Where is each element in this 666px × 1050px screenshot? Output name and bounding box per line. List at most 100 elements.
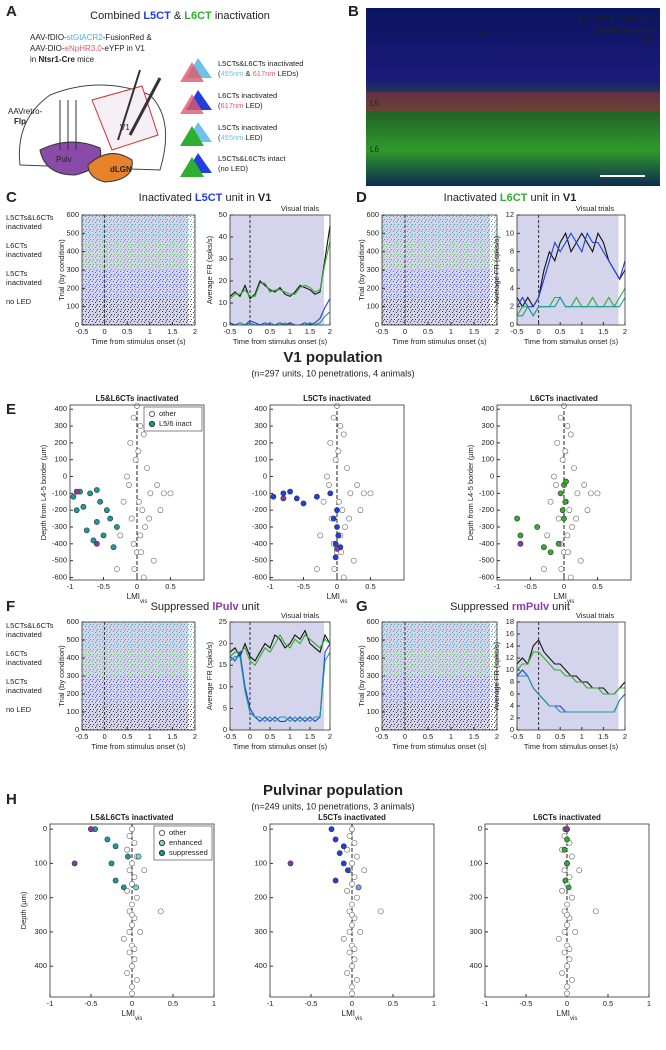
y-axis-label: Average FR (spks/s) bbox=[205, 641, 214, 710]
y-tick-label: 300 bbox=[254, 927, 267, 936]
condition-led: (no LED) bbox=[218, 164, 249, 173]
x-axis-label: LMIvis bbox=[557, 1009, 578, 1021]
x-tick-label: 0 bbox=[103, 732, 107, 741]
y-tick-label: 0 bbox=[63, 471, 67, 480]
unit-point bbox=[150, 557, 157, 564]
unit-point bbox=[544, 532, 551, 539]
y-tick-label: -300 bbox=[252, 522, 267, 531]
title-part: Suppressed bbox=[151, 601, 213, 613]
unit-point bbox=[344, 867, 351, 874]
x-axis-label: Time from stimulus onset (s) bbox=[91, 337, 186, 346]
y-tick-label: 400 bbox=[66, 247, 79, 256]
unit-point bbox=[157, 908, 164, 915]
x-tick-label: 1.5 bbox=[167, 327, 177, 336]
y-tick-label: 0 bbox=[375, 725, 379, 734]
unit-point bbox=[350, 557, 357, 564]
unit-point bbox=[336, 850, 343, 857]
raster-band bbox=[382, 270, 497, 298]
unit-point bbox=[136, 498, 142, 505]
unit-point bbox=[349, 911, 355, 918]
unit-point bbox=[569, 894, 575, 901]
legend-marker bbox=[148, 420, 156, 428]
unit-point bbox=[330, 515, 337, 522]
y-tick-label: 500 bbox=[66, 228, 79, 237]
raster-band bbox=[382, 622, 497, 649]
y-tick-label: -500 bbox=[252, 556, 267, 565]
axes-frame bbox=[381, 214, 498, 326]
unit-point bbox=[340, 574, 347, 581]
unit-point bbox=[270, 493, 277, 500]
legend-label: other bbox=[169, 828, 187, 837]
cell-icon bbox=[180, 62, 204, 82]
part: AAV-DIO- bbox=[30, 44, 65, 53]
x-tick-label: 2 bbox=[328, 732, 332, 741]
part: LED) bbox=[243, 133, 263, 142]
unit-point bbox=[146, 515, 152, 522]
fr-trace bbox=[229, 225, 331, 300]
y-tick-label: 400 bbox=[469, 961, 482, 970]
title-part: & bbox=[171, 10, 184, 22]
unit-point bbox=[71, 860, 78, 867]
unit-point bbox=[124, 970, 130, 976]
panel-title: Suppressed rmPulv unit bbox=[450, 601, 570, 613]
y-tick-label: 500 bbox=[366, 635, 379, 644]
label-part: LMI bbox=[127, 592, 140, 601]
y-tick-label: 6 bbox=[510, 689, 514, 698]
x-tick-label: -1 bbox=[47, 999, 54, 1008]
unit-point bbox=[564, 922, 570, 928]
unit-point bbox=[566, 874, 573, 880]
x-axis-label: LMIvis bbox=[342, 1009, 363, 1021]
label-subscript: vis bbox=[570, 1016, 577, 1022]
unit-point bbox=[330, 414, 337, 421]
section-subtitle: (n=297 units, 10 penetrations, 4 animals… bbox=[251, 368, 414, 378]
unit-point bbox=[335, 448, 342, 455]
unit-point bbox=[93, 487, 100, 493]
unit-point bbox=[112, 843, 119, 850]
axes-frame bbox=[49, 823, 215, 998]
y-tick-label: 600 bbox=[66, 210, 79, 219]
part: 455nm bbox=[221, 133, 244, 142]
x-tick-label: 0 bbox=[103, 327, 107, 336]
y-tick-label: 0 bbox=[223, 320, 227, 329]
x-tick-label: -1 bbox=[482, 999, 489, 1008]
unit-point bbox=[584, 507, 591, 514]
unit-point bbox=[551, 473, 557, 480]
x-tick-label: -0.5 bbox=[224, 327, 237, 336]
channel-label: stGtACR2-FusionRed bbox=[578, 15, 655, 24]
unit-point bbox=[351, 839, 358, 846]
condition-led: (455nm & 617nm LEDs) bbox=[218, 69, 299, 78]
label-part: LMI bbox=[122, 1009, 135, 1018]
unit-point bbox=[331, 566, 338, 572]
condition-label: L5CTs bbox=[6, 269, 28, 278]
legend-label: enhanced bbox=[169, 838, 202, 847]
chart: -1 -0.5 0 0.5 1 0 100 200 300 400 LMIvis L6CTs inac… bbox=[469, 813, 651, 1021]
y-tick-label: 25 bbox=[219, 617, 227, 626]
unit-point bbox=[574, 490, 581, 497]
y-tick-label: 0 bbox=[43, 824, 47, 833]
unit-point bbox=[344, 970, 350, 976]
x-tick-label: 0.5 bbox=[388, 999, 398, 1008]
unit-point bbox=[557, 490, 564, 497]
unit-point bbox=[328, 826, 335, 833]
unit-point bbox=[125, 853, 131, 860]
title-part: unit bbox=[549, 601, 570, 613]
axes-frame bbox=[496, 404, 632, 581]
unit-point bbox=[287, 488, 293, 495]
x-axis-label: Time from stimulus onset (s) bbox=[91, 742, 186, 751]
unit-point bbox=[336, 498, 342, 505]
x-tick-label: 2 bbox=[623, 327, 627, 336]
y-tick-label: 12 bbox=[506, 210, 514, 219]
unit-point bbox=[90, 537, 97, 544]
x-tick-label: -1 bbox=[494, 582, 501, 591]
y-tick-label: 400 bbox=[254, 961, 267, 970]
y-tick-label: -500 bbox=[479, 556, 494, 565]
y-axis-label: Depth (µm) bbox=[19, 891, 28, 929]
x-tick-label: -0.5 bbox=[76, 327, 89, 336]
unit-point bbox=[557, 414, 564, 421]
x-tick-label: 0.5 bbox=[168, 999, 178, 1008]
y-axis-label: Average FR (spks/s) bbox=[205, 235, 214, 304]
unit-point bbox=[335, 532, 342, 539]
unit-point bbox=[351, 874, 358, 880]
